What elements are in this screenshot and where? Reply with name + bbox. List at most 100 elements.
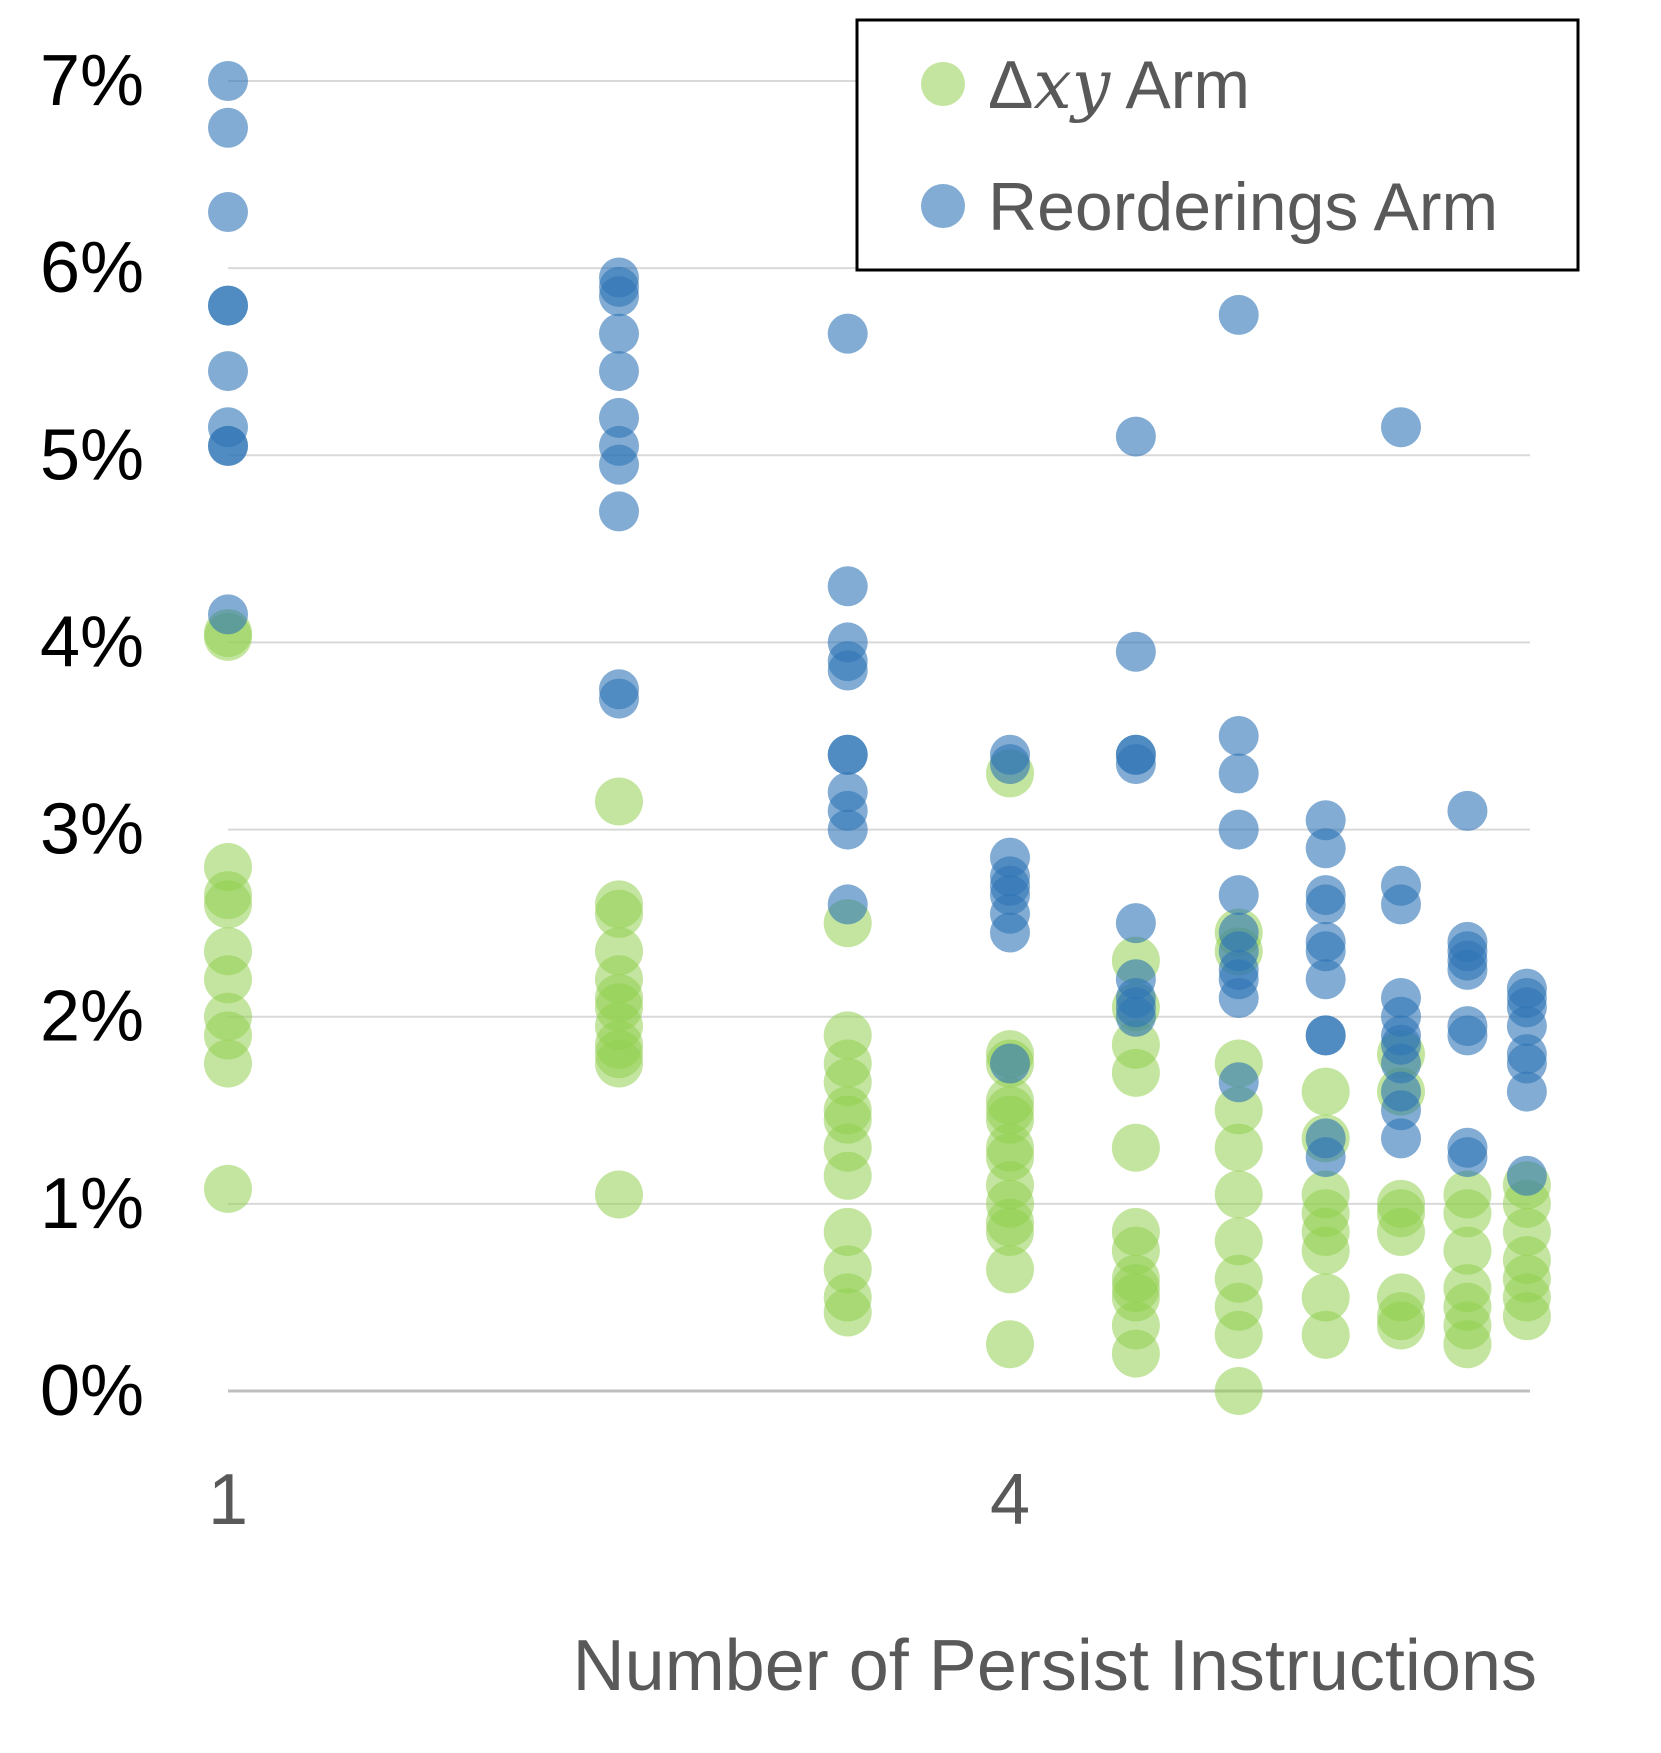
x-tick-label-1: 4: [990, 1460, 1030, 1540]
legend-label-dxy-suffix: Arm: [1110, 47, 1250, 123]
legend-label-reorderings: Reorderings Arm: [988, 169, 1498, 245]
reorderings-point-34: [990, 744, 1030, 785]
reorderings-point-42: [1115, 416, 1156, 457]
reorderings-point-51: [1115, 996, 1156, 1037]
reorderings-point-71: [1305, 1015, 1346, 1056]
y-tick-label-3: 3%: [40, 790, 144, 870]
dxy-point-48: [986, 1320, 1034, 1369]
reorderings-point-76: [1381, 884, 1421, 925]
dxy-point-72: [1301, 1067, 1350, 1116]
reorderings-point-63: [1305, 800, 1346, 841]
dxy-point-46: [986, 1207, 1034, 1256]
reorderings-point-62: [1218, 1062, 1259, 1103]
dxy-point-77: [1301, 1226, 1350, 1275]
y-tick-label-4: 4%: [40, 602, 144, 682]
dxy-point-47: [986, 1245, 1034, 1294]
y-tick-label-6: 6%: [40, 228, 144, 308]
reorderings-point-101: [1506, 1155, 1547, 1196]
legend-marker-reorderings: [921, 184, 965, 228]
reorderings-point-47: [1115, 903, 1156, 944]
dxy-point-60: [1111, 1329, 1160, 1378]
legend-label-dxy-prefix: Δ: [988, 47, 1033, 123]
dxy-point-64: [1214, 1086, 1263, 1135]
dxy-point-78: [1301, 1273, 1350, 1322]
reorderings-point-83: [1381, 1090, 1421, 1131]
reorderings-point-17: [599, 444, 639, 485]
legend-label-dxy: Δxy Arm: [988, 46, 1250, 125]
series-0: [204, 609, 1551, 1415]
dxy-point-30: [823, 1151, 872, 1200]
y-tick-labels: 0% 1% 2% 3% 4% 5% 6% 7%: [40, 41, 144, 1431]
reorderings-point-99: [1506, 1043, 1547, 1084]
dxy-point-52: [1111, 1048, 1160, 1097]
y-tick-label-1: 1%: [40, 1164, 144, 1244]
dxy-point-79: [1301, 1310, 1350, 1359]
dxy-point-101: [1502, 1292, 1551, 1341]
y-tick-label-0: 0%: [40, 1351, 144, 1431]
dxy-point-84: [1377, 1207, 1425, 1256]
reorderings-point-43: [1115, 631, 1156, 672]
y-tick-label-2: 2%: [40, 977, 144, 1057]
reorderings-point-9: [208, 594, 248, 635]
reorderings-point-4: [208, 285, 248, 326]
reorderings-point-91: [1447, 1015, 1488, 1056]
series-1: [208, 61, 1547, 1196]
x-axis-title: Number of Persist Instructions: [573, 1626, 1537, 1706]
reorderings-point-2: [208, 192, 248, 232]
y-tick-label-5: 5%: [40, 415, 144, 495]
dxy-point-71: [1214, 1367, 1263, 1415]
reorderings-point-15: [599, 397, 639, 438]
data-points: [204, 61, 1551, 1415]
reorderings-point-13: [599, 313, 639, 354]
y-tick-label-7: 7%: [40, 41, 144, 121]
reorderings-point-40: [990, 912, 1030, 953]
legend-label-dxy-var: xy: [1033, 46, 1111, 125]
dxy-point-67: [1214, 1217, 1263, 1266]
reorderings-point-81: [1381, 1043, 1421, 1084]
x-tick-label-0: 1: [208, 1460, 248, 1540]
reorderings-point-85: [1447, 790, 1488, 831]
reorderings-point-1: [208, 107, 248, 148]
reorderings-point-14: [599, 351, 639, 392]
dxy-point-11: [595, 777, 643, 826]
legend-box: [855, 18, 1580, 272]
reorderings-point-100: [1506, 1071, 1547, 1112]
reorderings-point-41: [990, 1043, 1030, 1084]
reorderings-point-74: [1381, 407, 1421, 448]
reorderings-point-25: [827, 650, 868, 691]
dxy-point-94: [1443, 1320, 1492, 1369]
dxy-point-9: [204, 1039, 252, 1088]
dxy-point-31: [823, 1207, 872, 1256]
reorderings-point-46: [1115, 744, 1156, 785]
dxy-point-66: [1214, 1170, 1263, 1219]
dxy-point-70: [1214, 1310, 1263, 1359]
reorderings-point-55: [1218, 809, 1259, 850]
reorderings-point-54: [1218, 753, 1259, 794]
reorderings-point-52: [1218, 294, 1259, 335]
reorderings-point-84: [1381, 1118, 1421, 1159]
reorderings-point-73: [1305, 1137, 1346, 1178]
dxy-point-21: [595, 1039, 643, 1088]
reorderings-point-27: [827, 734, 868, 775]
reorderings-point-31: [827, 884, 868, 925]
dxy-point-22: [595, 1170, 643, 1219]
reorderings-point-0: [208, 61, 248, 101]
dxy-point-89: [1443, 1189, 1492, 1238]
reorderings-point-22: [827, 566, 868, 607]
reorderings-point-56: [1218, 875, 1259, 916]
dxy-point-65: [1214, 1123, 1263, 1172]
dxy-point-4: [204, 880, 252, 929]
reorderings-point-68: [1305, 931, 1346, 972]
gridlines: [228, 80, 1530, 1393]
reorderings-point-18: [599, 491, 639, 532]
x-tick-labels: 141664: [208, 1460, 1030, 1540]
reorderings-point-53: [1218, 716, 1259, 756]
legend-marker-dxy: [921, 62, 965, 106]
reorderings-point-64: [1305, 828, 1346, 869]
legend: Δxy Arm Reorderings Arm: [855, 18, 1580, 272]
reorderings-point-66: [1305, 884, 1346, 925]
reorderings-point-20: [599, 678, 639, 719]
dxy-point-34: [823, 1288, 872, 1337]
